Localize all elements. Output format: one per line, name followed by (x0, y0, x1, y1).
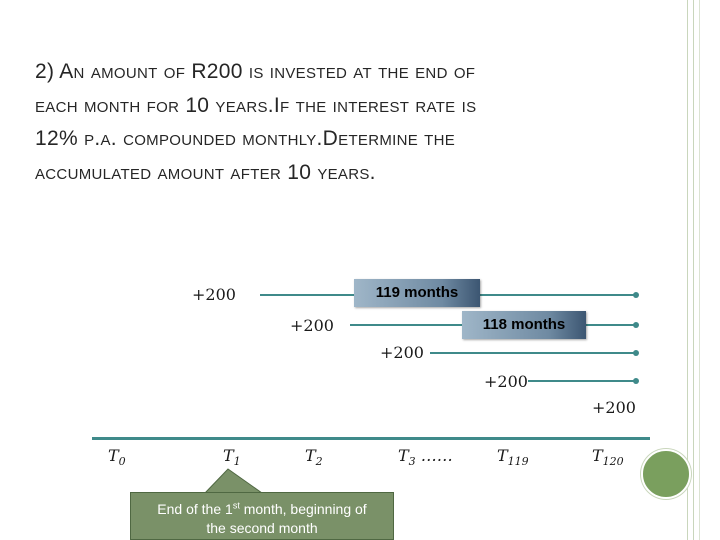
problem-line-4: accumulated amount after 10 years. (35, 160, 376, 184)
deposit-label-2: +200 (290, 316, 334, 335)
frame-line (687, 0, 688, 540)
deposit-label-4: +200 (484, 372, 528, 391)
decorative-circle (641, 449, 691, 499)
deposit-label-5: +200 (592, 398, 636, 417)
months-box-119: 119 months (354, 279, 480, 307)
axis-label-t3: T3 …… (398, 446, 453, 469)
problem-line-2: each month for 10 years.If the interest … (35, 93, 477, 117)
callout-text-1: End of the 1st month, beginning of (157, 500, 367, 517)
axis-label-t1: T1 (223, 446, 241, 469)
problem-line-3: 12% p.a. compounded monthly.Determine th… (35, 127, 456, 150)
deposit-label-1: +200 (192, 285, 236, 304)
axis-label-t0: T0 (108, 446, 126, 469)
axis-label-t2: T2 (305, 446, 323, 469)
deposit-label-3: +200 (380, 343, 424, 362)
callout-text-2: the second month (206, 519, 318, 536)
callout-box: End of the 1st month, beginning of the s… (130, 492, 394, 540)
frame-line (693, 0, 694, 540)
frame-line (699, 0, 700, 540)
axis-label-t120: T120 (592, 446, 624, 469)
growth-arrow-3 (430, 350, 639, 356)
growth-arrow-4 (528, 378, 639, 384)
months-box-118: 118 months (462, 311, 586, 339)
problem-statement: 2) An amount of R200 is invested at the … (35, 55, 675, 189)
problem-line-1: 2) An amount of R200 is invested at the … (35, 60, 476, 83)
axis-label-t119: T119 (497, 446, 529, 469)
timeline-axis (92, 437, 650, 440)
